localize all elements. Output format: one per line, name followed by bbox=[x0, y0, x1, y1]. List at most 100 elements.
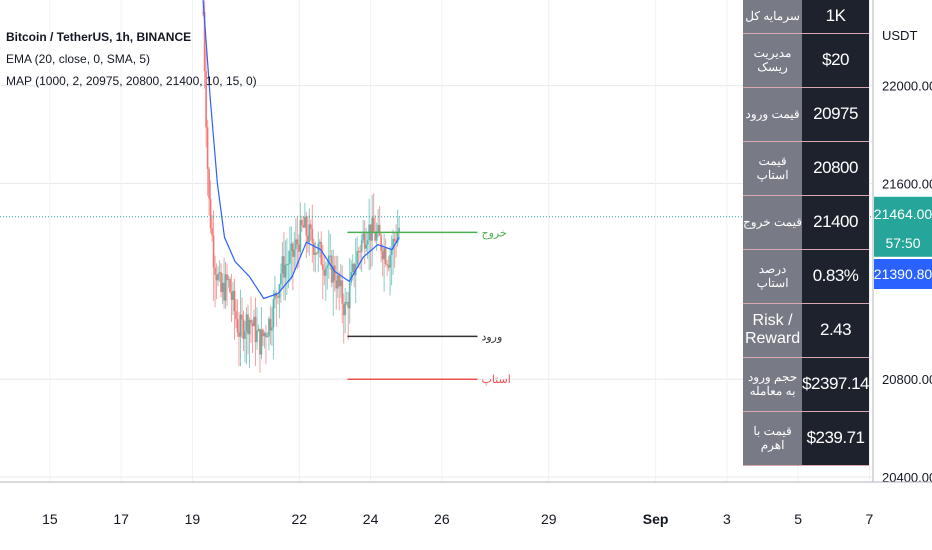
info-label: درصد استاپ bbox=[743, 249, 803, 304]
candle-body bbox=[221, 282, 224, 292]
ema-price-value: 21390.80 bbox=[874, 266, 932, 282]
candle-body bbox=[366, 240, 369, 245]
candle-body bbox=[269, 318, 272, 331]
candle-body bbox=[375, 232, 378, 241]
candle-body bbox=[345, 302, 348, 304]
info-label: قیمت خروج bbox=[743, 195, 803, 250]
candle-body bbox=[300, 220, 303, 226]
candle-body bbox=[212, 235, 215, 268]
indicator-ema[interactable]: EMA (20, close, 0, SMA, 5) bbox=[6, 52, 151, 66]
candle-body bbox=[330, 255, 333, 283]
candle-body bbox=[250, 319, 252, 323]
candle-body bbox=[342, 303, 345, 316]
candle-body bbox=[268, 318, 270, 337]
candle-body bbox=[396, 232, 399, 243]
candle-body bbox=[398, 227, 400, 233]
candle-body bbox=[383, 248, 386, 260]
candle-body bbox=[215, 274, 218, 281]
candle-body bbox=[285, 264, 288, 266]
candle-body bbox=[279, 273, 282, 285]
x-tick-label: 7 bbox=[866, 511, 874, 527]
candle-body bbox=[320, 241, 323, 265]
level-label-2: استاپ bbox=[481, 373, 510, 386]
candle-body bbox=[339, 280, 342, 287]
candle-body bbox=[360, 240, 363, 252]
candle-body bbox=[378, 224, 381, 236]
candle-body bbox=[217, 273, 219, 281]
y-tick-label: 20800.00 bbox=[882, 372, 932, 387]
trade-levels: خروج ورود استاپ bbox=[0, 216, 873, 386]
candle-body bbox=[202, 12, 205, 14]
candle-body bbox=[256, 330, 258, 343]
candle-body bbox=[282, 256, 285, 278]
candle-body bbox=[387, 265, 390, 268]
candle-body bbox=[384, 248, 387, 264]
candle-body bbox=[326, 265, 329, 269]
candle-body bbox=[302, 225, 305, 228]
candle-body bbox=[230, 291, 233, 300]
x-tick-label: 17 bbox=[113, 511, 129, 527]
info-value: $20 bbox=[802, 33, 869, 88]
ema-price-badge bbox=[874, 259, 932, 289]
info-value: 2.43 bbox=[802, 303, 869, 358]
info-label: Risk / Reward bbox=[743, 303, 803, 358]
candle-body bbox=[351, 263, 354, 272]
candle-body bbox=[262, 329, 264, 337]
candle-body bbox=[265, 332, 267, 338]
candle-body bbox=[380, 235, 383, 252]
candle-body bbox=[311, 228, 314, 243]
info-value: $2397.14 bbox=[802, 357, 869, 412]
x-tick-label: 22 bbox=[292, 511, 308, 527]
bar-countdown: 57:50 bbox=[885, 235, 920, 251]
level-label-1: ورود bbox=[481, 330, 502, 343]
x-tick-label: Sep bbox=[643, 511, 669, 527]
info-row: Risk / Reward 2.43 bbox=[743, 303, 869, 358]
candle-body bbox=[335, 280, 338, 289]
candles bbox=[202, 0, 400, 373]
candle-body bbox=[338, 275, 341, 287]
info-label: مدیریت ریسک bbox=[743, 33, 803, 88]
candle-body bbox=[218, 272, 221, 274]
indicator-map[interactable]: MAP (1000, 2, 20975, 20800, 21400, 10, 1… bbox=[6, 74, 257, 88]
candle-body bbox=[381, 251, 384, 260]
info-row: سرمایه کل 1K bbox=[743, 0, 869, 34]
candle-body bbox=[336, 275, 339, 289]
candle-body bbox=[241, 314, 243, 320]
candle-body bbox=[314, 252, 317, 255]
candle-body bbox=[203, 12, 206, 72]
candle-body bbox=[272, 299, 275, 328]
candle-body bbox=[242, 319, 245, 339]
currency-label: USDT bbox=[882, 28, 917, 43]
candle-body bbox=[235, 311, 237, 320]
candle-body bbox=[274, 292, 276, 300]
info-value: 20975 bbox=[802, 87, 869, 142]
candle-body bbox=[244, 331, 246, 339]
candle-body bbox=[365, 244, 368, 249]
candle-body bbox=[293, 249, 296, 257]
candle-body bbox=[305, 216, 308, 236]
info-label: قیمت استاپ bbox=[743, 141, 803, 196]
candle-body bbox=[245, 314, 248, 332]
last-price-value: 21464.00 bbox=[874, 206, 932, 222]
candle-body bbox=[390, 249, 393, 255]
level-label-0: خروج bbox=[481, 226, 506, 239]
candle-body bbox=[347, 302, 350, 309]
info-value: 21400 bbox=[802, 195, 869, 250]
candle-body bbox=[323, 270, 326, 276]
ema-series-line bbox=[202, 0, 400, 300]
candle-body bbox=[233, 290, 236, 312]
candle-body bbox=[348, 282, 351, 309]
candle-body bbox=[329, 255, 332, 257]
candle-body bbox=[271, 327, 273, 331]
candle-body bbox=[229, 279, 231, 292]
candle-body bbox=[291, 243, 294, 257]
candle-body bbox=[327, 255, 330, 266]
candle-body bbox=[238, 332, 240, 337]
info-row: حجم ورود به معامله $2397.14 bbox=[743, 357, 869, 412]
candle-body bbox=[287, 263, 290, 265]
candle-body bbox=[220, 272, 222, 292]
candle-body bbox=[303, 216, 306, 228]
candle-body bbox=[393, 238, 396, 241]
candle-body bbox=[226, 274, 228, 281]
